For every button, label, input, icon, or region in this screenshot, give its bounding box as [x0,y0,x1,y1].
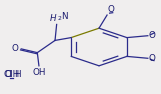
Text: Cl: Cl [4,70,12,79]
Text: O: O [149,31,156,40]
Text: O: O [149,54,156,63]
Text: $_2$N: $_2$N [57,10,69,23]
Text: H: H [14,70,20,79]
Text: ClH: ClH [4,70,19,79]
Text: OH: OH [32,68,46,77]
Text: O: O [12,44,19,53]
Text: O: O [108,5,115,14]
Text: H: H [50,14,57,23]
